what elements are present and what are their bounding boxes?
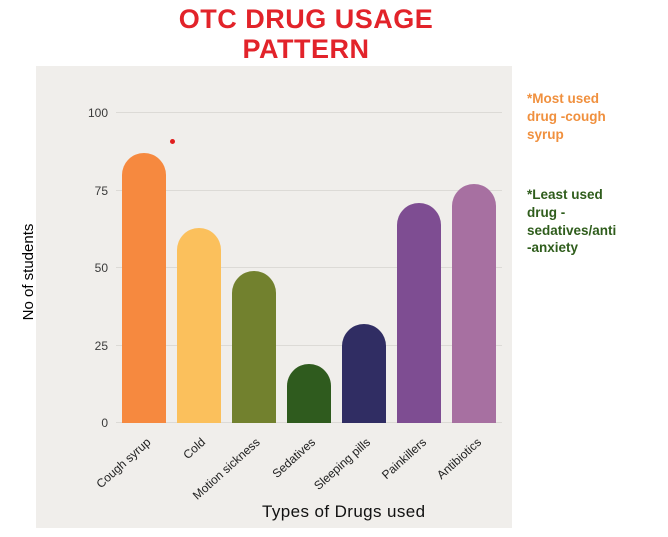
bar-motion-sickness (231, 271, 276, 423)
x-category-label: Cold (180, 435, 209, 462)
bar-sedatives (287, 364, 331, 423)
bar-painkillers (397, 202, 442, 423)
x-axis-label: Types of Drugs used (262, 502, 426, 521)
plot-area: 0 25 50 75 100 Cough syrup Cold Motion sickness… (88, 107, 502, 503)
x-category-label: Painkillers (378, 435, 429, 482)
bar-antibiotics (452, 184, 497, 423)
chart-title: OTC DRUG USAGE PATTERN (36, 4, 576, 64)
annotation-least-used: *Least used drug - sedatives/anti -anxie… (527, 187, 617, 256)
bar-cold (176, 227, 221, 423)
annotation-most-used: *Most used drug -cough syrup (527, 91, 606, 142)
y-axis-label: No of students (20, 223, 37, 321)
chart-title-line1: OTC DRUG USAGE (178, 4, 434, 34)
x-category-label: Sleeping pills (311, 435, 374, 493)
gridline (116, 267, 502, 268)
x-category-label: Sedatives (269, 435, 319, 481)
bar-cough-syrup (121, 153, 166, 423)
y-tick-label: 50 (94, 261, 108, 275)
stray-red-dot (170, 139, 176, 144)
y-tick-label: 75 (94, 183, 108, 198)
y-tick-label: 25 (94, 338, 108, 353)
x-category-label: Antibiotics (433, 435, 484, 483)
y-tick-label: 100 (87, 106, 108, 120)
chart-title-line2: PATTERN (242, 34, 370, 65)
gridline (116, 112, 502, 113)
plot-panel: 0 25 50 75 100 Cough syrup Cold Motion sickness… (36, 66, 512, 528)
bar-sleeping-pills (342, 323, 387, 423)
y-tick-label: 0 (101, 416, 108, 430)
gridline (116, 344, 502, 346)
gridline (116, 189, 502, 191)
x-category-label: Cough syrup (92, 435, 153, 491)
